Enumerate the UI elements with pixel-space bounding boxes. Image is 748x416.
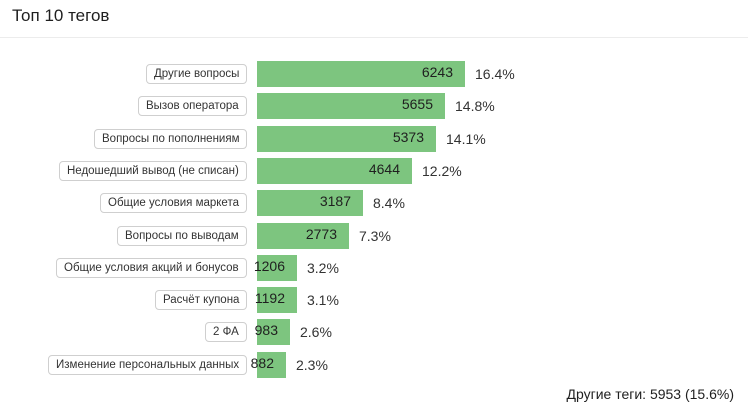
bar-value-label: 5373	[392, 129, 424, 145]
header-divider	[0, 37, 748, 38]
other-tags-summary: Другие теги: 5953 (15.6%)	[566, 386, 734, 402]
bar	[257, 352, 286, 378]
category-tag: Изменение персональных данных	[48, 355, 248, 375]
bar-value-label: 1206	[253, 258, 285, 274]
bar-row: Недошедший вывод (не списан) 4644 12.2%	[0, 158, 748, 184]
category-tag: Вопросы по пополнениям	[94, 129, 248, 149]
bar-value-label: 3187	[319, 193, 351, 209]
percent-label: 14.8%	[455, 98, 495, 114]
bar-row: Вызов оператора 5655 14.8%	[0, 93, 748, 119]
category-tag: Общие условия акций и бонусов	[56, 258, 247, 278]
percent-label: 3.1%	[307, 292, 339, 308]
chart-title: Топ 10 тегов	[12, 6, 110, 25]
bar-row: Общие условия маркета 3187 8.4%	[0, 190, 748, 216]
bar-value-label: 882	[250, 355, 274, 371]
percent-label: 12.2%	[422, 163, 462, 179]
bar-value-label: 983	[254, 322, 278, 338]
percent-label: 7.3%	[359, 228, 391, 244]
category-tag: Общие условия маркета	[100, 193, 247, 213]
bar-value-label: 4644	[368, 161, 400, 177]
percent-label: 16.4%	[475, 66, 515, 82]
category-tag: Недошедший вывод (не списан)	[59, 161, 247, 181]
bar-value-label: 5655	[401, 96, 433, 112]
bar-row: Общие условия акций и бонусов 1206 3.2%	[0, 255, 748, 281]
bar	[257, 158, 412, 184]
bar	[257, 255, 297, 281]
bar	[257, 126, 436, 152]
bar-row: Другие вопросы 6243 16.4%	[0, 61, 748, 87]
bar-value-label: 1192	[254, 290, 285, 306]
bar	[257, 61, 465, 87]
bar-row: Расчёт купона 1192 3.1%	[0, 287, 748, 313]
category-tag: 2 ФА	[205, 322, 247, 342]
percent-label: 2.3%	[296, 357, 328, 373]
percent-label: 2.6%	[300, 324, 332, 340]
bar	[257, 190, 363, 216]
bar-row: Изменение персональных данных 882 2.3%	[0, 352, 748, 378]
bar-row: 2 ФА 983 2.6%	[0, 319, 748, 345]
category-tag: Вопросы по выводам	[117, 226, 247, 246]
bar	[257, 93, 445, 119]
percent-label: 3.2%	[307, 260, 339, 276]
bar-row: Вопросы по пополнениям 5373 14.1%	[0, 126, 748, 152]
bar-value-label: 2773	[305, 226, 337, 242]
category-tag: Другие вопросы	[146, 64, 248, 84]
bar	[257, 319, 290, 345]
category-tag: Вызов оператора	[138, 96, 247, 116]
percent-label: 8.4%	[373, 195, 405, 211]
category-tag: Расчёт купона	[155, 290, 248, 310]
bar-row: Вопросы по выводам 2773 7.3%	[0, 223, 748, 249]
percent-label: 14.1%	[446, 131, 486, 147]
bar	[257, 223, 349, 249]
bar-value-label: 6243	[421, 64, 453, 80]
bar	[257, 287, 297, 313]
